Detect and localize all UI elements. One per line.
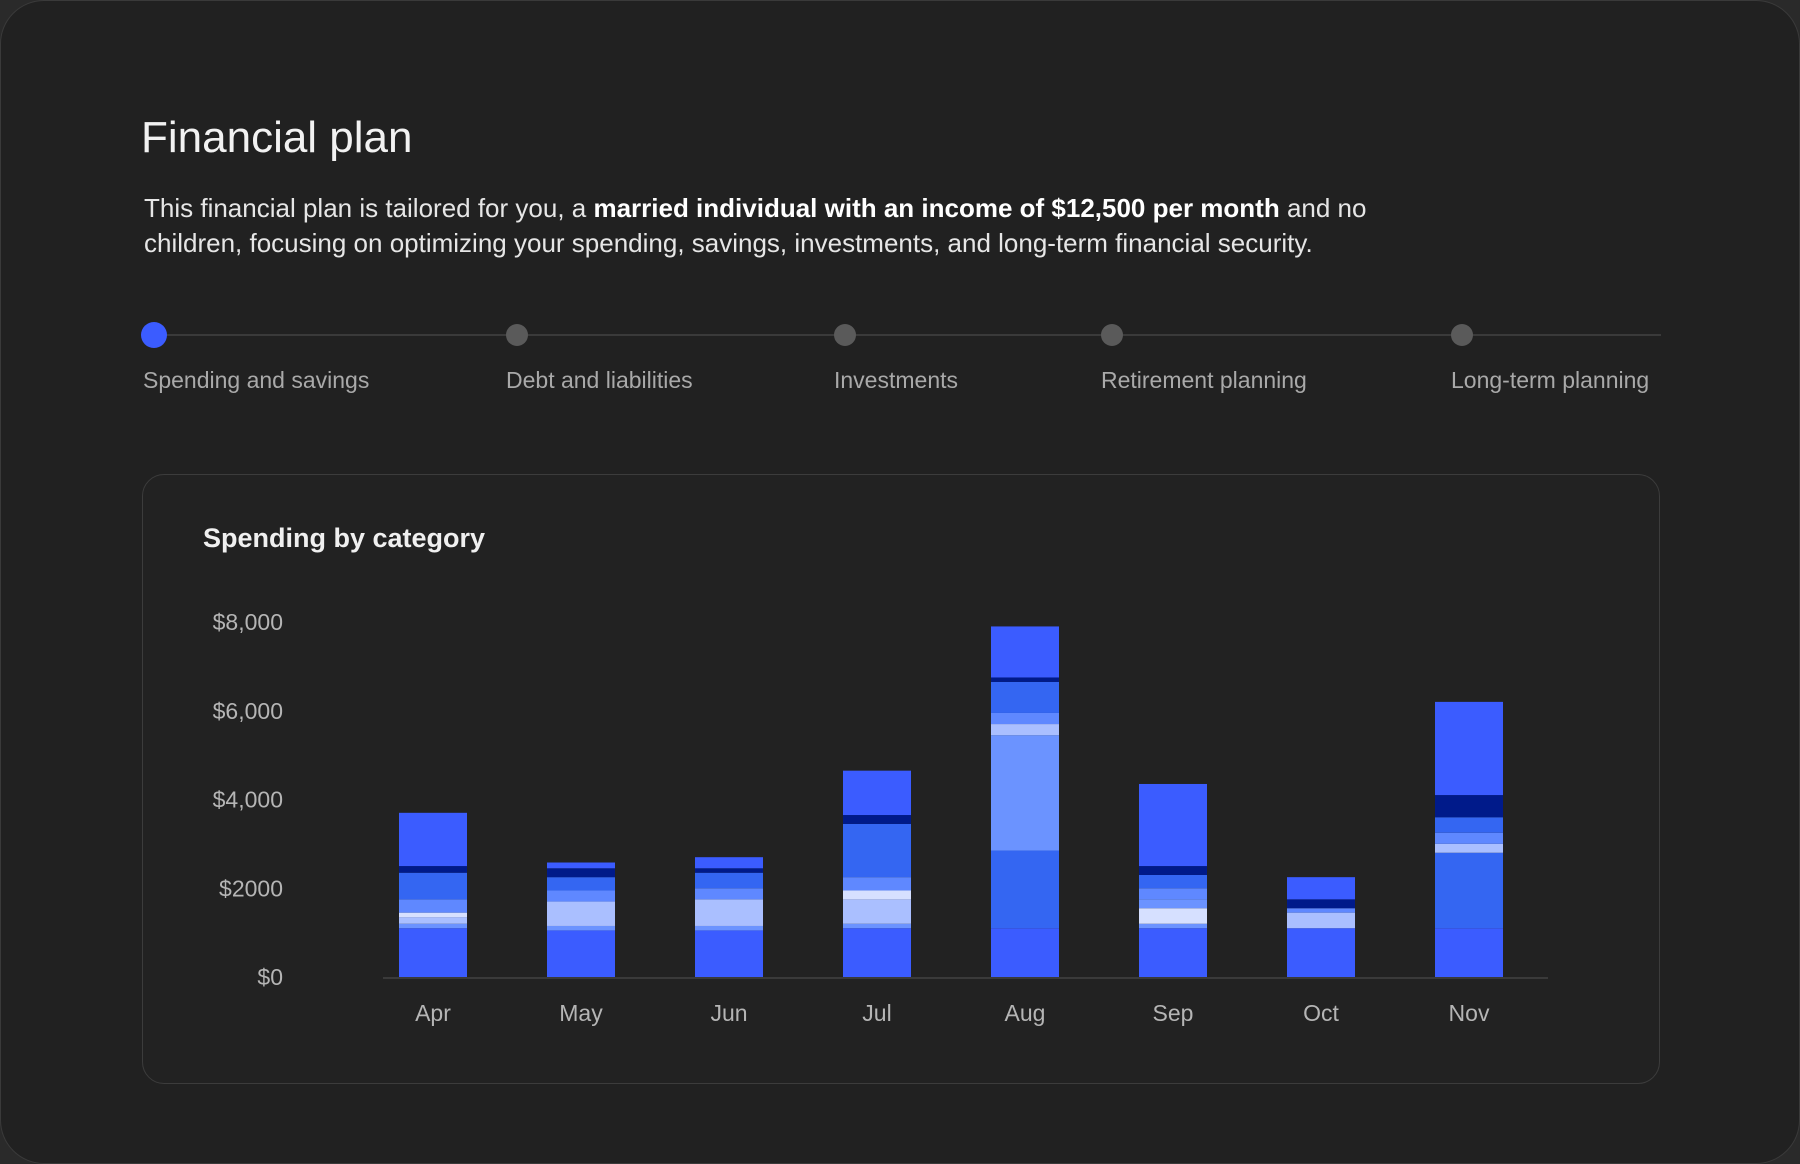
bar-segment-jul <box>843 923 911 929</box>
step-dot <box>1101 324 1123 346</box>
bar-segment-nov <box>1435 701 1503 796</box>
step-dot <box>506 324 528 346</box>
y-tick-label: $8,000 <box>213 609 283 635</box>
bar-segment-apr <box>399 812 467 867</box>
bar-segment-jul <box>843 823 911 878</box>
bar-segment-may <box>547 868 615 878</box>
step-debt-and-liabilities[interactable]: Debt and liabilities <box>504 321 693 393</box>
bar-segment-apr <box>399 923 467 929</box>
bar-segment-may <box>547 901 615 926</box>
step-long-term-planning[interactable]: Long-term planning <box>1449 321 1649 393</box>
x-tick-label: Sep <box>1153 1000 1194 1026</box>
bar-segment-sep <box>1139 874 1207 889</box>
bar-segment-jul <box>843 815 911 824</box>
desc-text: This financial plan is tailored for you,… <box>144 193 594 223</box>
bar-segment-apr <box>399 899 467 913</box>
x-tick-label: Apr <box>415 1000 451 1026</box>
plan-stepper: Spending and savings Debt and liabilitie… <box>141 321 1661 401</box>
bar-segment-jun <box>695 868 763 873</box>
desc-text: and no children, focusing on optimizing … <box>144 193 1367 258</box>
bar-segment-jun <box>695 872 763 889</box>
y-tick-label: $2000 <box>219 875 283 901</box>
bar-segment-may <box>547 877 615 891</box>
bar-segment-aug <box>991 681 1059 713</box>
bar-segment-oct <box>1287 912 1355 929</box>
y-tick-label: $6,000 <box>213 698 283 724</box>
bar-segment-may <box>547 890 615 902</box>
bar-segment-apr <box>399 912 467 918</box>
bar-segment-nov <box>1435 852 1503 929</box>
bar-segment-nov <box>1435 843 1503 853</box>
y-tick-label: $0 <box>257 964 283 990</box>
bar-segment-jun <box>695 930 763 977</box>
bar-segment-aug <box>991 928 1059 977</box>
desc-highlight: married individual with an income of $12… <box>593 193 1280 223</box>
step-label: Long-term planning <box>1451 367 1650 393</box>
bar-segment-nov <box>1435 817 1503 833</box>
step-spending-and-savings[interactable]: Spending and savings <box>141 321 369 393</box>
page-title: Financial plan <box>141 113 413 162</box>
y-tick-label: $4,000 <box>213 787 283 813</box>
bar-segment-apr <box>399 872 467 900</box>
stepper-track <box>153 334 1661 336</box>
x-tick-label: Oct <box>1303 1000 1339 1026</box>
bar-segment-sep <box>1139 783 1207 867</box>
bar-segment-jun <box>695 899 763 926</box>
plan-description: This financial plan is tailored for you,… <box>144 191 1424 261</box>
x-tick-label: Aug <box>1005 1000 1046 1026</box>
bar-segment-may <box>547 925 615 931</box>
x-tick-label: May <box>559 1000 603 1026</box>
bar-segment-jun <box>695 888 763 900</box>
bar-segment-jul <box>843 928 911 977</box>
bar-segment-sep <box>1139 923 1207 929</box>
bar-segment-oct <box>1287 928 1355 977</box>
x-tick-label: Nov <box>1449 1000 1490 1026</box>
spending-bar-chart: $0 $2000 $4,000 $6,000 $8,000 Apr May Jun Jul Aug… <box>213 609 1548 1026</box>
x-tick-label: Jun <box>710 1000 747 1026</box>
bar-segment-aug <box>991 850 1059 929</box>
bar-segment-sep <box>1139 899 1207 909</box>
step-dot <box>1451 324 1473 346</box>
step-label: Investments <box>834 367 958 393</box>
bar-segment-aug <box>991 735 1059 851</box>
bar-segment-jul <box>843 890 911 900</box>
bar-segment-nov <box>1435 795 1503 818</box>
bar-segment-may <box>547 862 615 869</box>
bar-segment-aug <box>991 677 1059 682</box>
bar-segment-jun <box>695 857 763 869</box>
step-label: Retirement planning <box>1101 367 1307 393</box>
bar-segment-aug <box>991 712 1059 725</box>
step-retirement-planning[interactable]: Retirement planning <box>1099 321 1307 393</box>
step-investments[interactable]: Investments <box>832 321 958 393</box>
bar-segment-sep <box>1139 908 1207 924</box>
bar-segment-nov <box>1435 832 1503 844</box>
bar-segment-oct <box>1287 899 1355 909</box>
bar-segment-oct <box>1287 908 1355 913</box>
bar-segment-apr <box>399 928 467 977</box>
spending-chart-card: Spending by category $0 $2000 $4,000 $6,000… <box>142 474 1660 1084</box>
bar-segment-sep <box>1139 866 1207 875</box>
bar-segment-aug <box>991 626 1059 678</box>
bar-segment-jul <box>843 899 911 924</box>
bar-segment-nov <box>1435 928 1503 977</box>
chart-title: Spending by category <box>203 523 486 553</box>
bar-segment-jul <box>843 770 911 816</box>
bar-segment-may <box>547 930 615 977</box>
bar-segment-jun <box>695 925 763 931</box>
x-tick-label: Jul <box>862 1000 891 1026</box>
step-label: Debt and liabilities <box>506 367 693 393</box>
bar-segment-oct <box>1287 877 1355 900</box>
bar-segment-sep <box>1139 928 1207 977</box>
step-dot <box>141 322 167 348</box>
bar-segment-sep <box>1139 888 1207 900</box>
bar-segment-apr <box>399 866 467 873</box>
step-label: Spending and savings <box>143 367 370 393</box>
bar-segment-apr <box>399 917 467 924</box>
step-dot <box>834 324 856 346</box>
bar-segment-aug <box>991 724 1059 736</box>
bar-segment-jul <box>843 877 911 891</box>
